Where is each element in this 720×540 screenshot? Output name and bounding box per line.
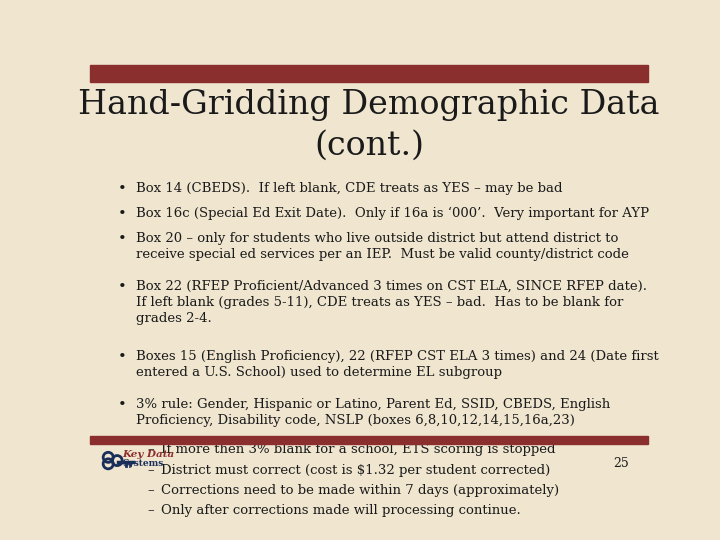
Text: Hand-Gridding Demographic Data: Hand-Gridding Demographic Data xyxy=(78,89,660,121)
Text: •: • xyxy=(118,350,127,364)
Text: Box 20 – only for students who live outside district but attend district to
rece: Box 20 – only for students who live outs… xyxy=(137,232,629,261)
Text: –: – xyxy=(147,504,154,517)
Text: •: • xyxy=(118,207,127,221)
Text: Boxes 15 (English Proficiency), 22 (RFEP CST ELA 3 times) and 24 (Date first
ent: Boxes 15 (English Proficiency), 22 (RFEP… xyxy=(137,350,660,379)
Text: –: – xyxy=(147,484,154,497)
Text: 25: 25 xyxy=(613,457,629,470)
Text: Systems: Systems xyxy=(122,459,164,468)
Text: Box 14 (CBEDS).  If left blank, CDE treats as YES – may be bad: Box 14 (CBEDS). If left blank, CDE treat… xyxy=(137,182,563,195)
Text: Box 22 (RFEP Proficient/Advanced 3 times on CST ELA, SINCE RFEP date).
If left b: Box 22 (RFEP Proficient/Advanced 3 times… xyxy=(137,280,647,325)
Text: Only after corrections made will processing continue.: Only after corrections made will process… xyxy=(161,504,521,517)
Text: (cont.): (cont.) xyxy=(314,130,424,161)
Text: –: – xyxy=(147,464,154,477)
Text: District must correct (cost is $1.32 per student corrected): District must correct (cost is $1.32 per… xyxy=(161,464,551,477)
Text: •: • xyxy=(118,280,127,294)
Text: •: • xyxy=(118,232,127,246)
Bar xyxy=(90,436,648,444)
Text: •: • xyxy=(118,398,127,412)
Text: If more then 3% blank for a school, ETS scoring is stopped: If more then 3% blank for a school, ETS … xyxy=(161,443,556,456)
Bar xyxy=(90,65,648,82)
Text: Corrections need to be made within 7 days (approximately): Corrections need to be made within 7 day… xyxy=(161,484,559,497)
Text: Key Data: Key Data xyxy=(122,450,175,459)
Text: Box 16c (Special Ed Exit Date).  Only if 16a is ‘000’.  Very important for AYP: Box 16c (Special Ed Exit Date). Only if … xyxy=(137,207,649,220)
Text: 3% rule: Gender, Hispanic or Latino, Parent Ed, SSID, CBEDS, English
Proficiency: 3% rule: Gender, Hispanic or Latino, Par… xyxy=(137,398,611,427)
Text: –: – xyxy=(147,443,154,456)
Text: •: • xyxy=(118,182,127,196)
